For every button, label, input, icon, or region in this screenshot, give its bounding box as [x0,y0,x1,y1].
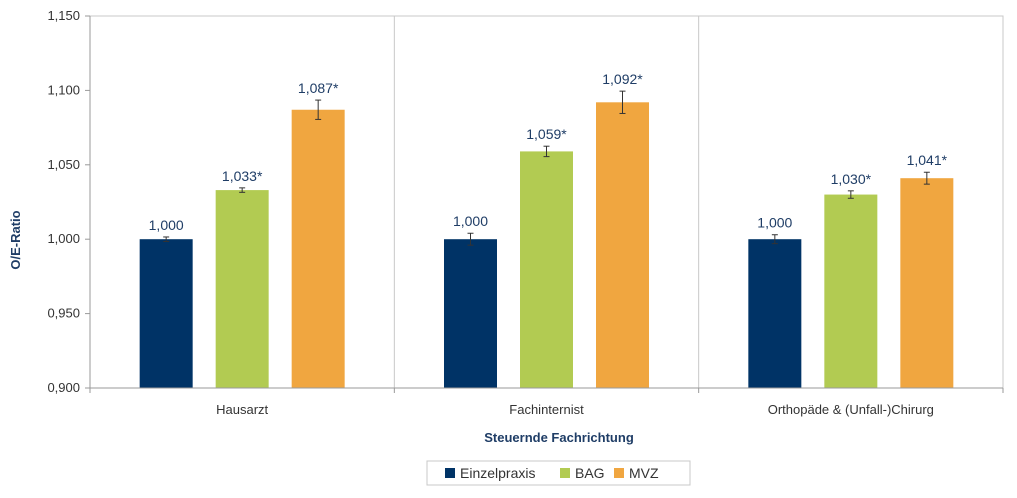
y-tick-label: 1,100 [47,82,80,97]
data-label: 1,087* [298,80,339,96]
bar [596,102,649,388]
bars: 1,000 1,000 1,0001,033*1,059*1,030*1,087*1… [139,71,954,388]
series-mvz: 1,087* 1,092* 1,041* [291,71,954,388]
x-axis: Hausarzt Fachinternist Orthopäde & (Unfall… [89,387,1004,417]
x-category-label: Orthopäde & (Unfall-)Chirurg [768,402,934,417]
legend-swatch-mvz [614,468,624,478]
data-label: 1,059* [526,126,567,142]
bar [139,239,193,388]
series-bag: 1,033* 1,059* 1,030* [215,126,878,388]
x-axis-title: Steuernde Fachrichtung [484,430,634,445]
bar [444,239,497,388]
series-einzelpraxis: 1,000 1,000 1,000 [139,213,802,388]
bar [900,178,954,388]
y-tick-label: 1,150 [47,8,80,23]
y-tick-label: 0,900 [47,380,80,395]
y-axis-title: O/E-Ratio [8,210,23,269]
legend-label-bag: BAG [575,465,605,481]
x-category-label: Fachinternist [509,402,584,417]
y-tick-label: 1,050 [47,157,80,172]
bar [520,151,573,388]
x-category-label: Hausarzt [216,402,268,417]
data-label: 1,041* [907,152,948,168]
bar [215,190,269,388]
y-axis: 0,900 0,950 1,000 1,050 1,100 1,150 [47,8,91,395]
data-label: 1,000 [149,217,184,233]
y-tick-label: 0,950 [47,306,80,321]
legend: Einzelpraxis BAG MVZ [426,460,691,486]
legend-label-mvz: MVZ [629,465,659,481]
bar [291,109,345,388]
y-tick-label: 1,000 [47,231,80,246]
legend-swatch-einzelpraxis [445,468,455,478]
data-label: 1,030* [831,171,872,187]
legend-label-einzelpraxis: Einzelpraxis [460,465,535,481]
data-label: 1,000 [453,213,488,229]
bar [824,194,878,388]
legend-swatch-bag [560,468,570,478]
legend-box [426,460,691,486]
data-label: 1,033* [222,168,263,184]
data-label: 1,092* [602,71,643,87]
bar [748,239,802,388]
data-label: 1,000 [757,215,792,231]
